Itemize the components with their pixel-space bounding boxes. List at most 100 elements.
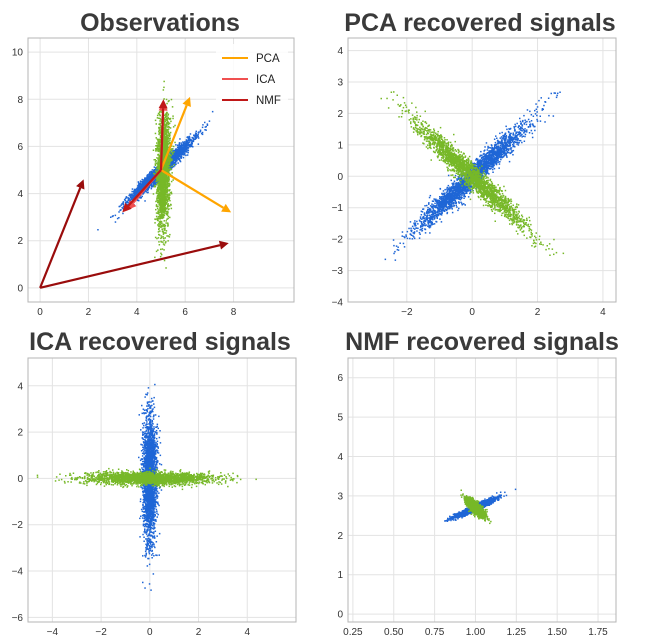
- scatter-point: [165, 98, 168, 101]
- scatter-point: [138, 183, 140, 185]
- scatter-point: [169, 127, 172, 129]
- scatter-point: [136, 192, 138, 194]
- observations-x-tick-label: 4: [134, 307, 140, 318]
- scatter-point: [165, 220, 167, 222]
- scatter-point: [172, 179, 174, 181]
- scatter-point: [172, 115, 174, 117]
- scatter-point: [159, 139, 161, 141]
- scatter-point: [208, 120, 211, 122]
- scatter-point: [192, 146, 194, 148]
- scatter-point: [193, 138, 195, 140]
- scatter-point: [163, 197, 165, 200]
- scatter-point: [129, 193, 131, 195]
- scatter-point: [186, 150, 188, 152]
- scatter-point: [149, 178, 152, 180]
- scatter-point: [135, 191, 137, 193]
- scatter-point: [178, 142, 181, 144]
- scatter-point: [182, 146, 184, 149]
- scatter-point: [168, 176, 170, 178]
- scatter-point: [158, 198, 161, 200]
- scatter-point: [164, 150, 167, 152]
- scatter-point: [148, 178, 151, 181]
- scatter-point: [159, 114, 161, 117]
- scatter-point: [158, 128, 160, 130]
- scatter-point: [182, 143, 184, 145]
- scatter-point: [184, 152, 186, 155]
- scatter-point: [164, 141, 166, 144]
- scatter-point: [157, 174, 160, 177]
- scatter-point: [190, 144, 192, 146]
- scatter-point: [166, 171, 169, 174]
- scatter-point: [159, 157, 161, 160]
- scatter-point: [185, 148, 187, 151]
- scatter-point: [194, 138, 196, 140]
- scatter-point: [167, 160, 170, 163]
- scatter-point: [166, 178, 168, 180]
- scatter-point: [140, 186, 143, 189]
- scatter-point: [150, 182, 153, 184]
- scatter-point: [156, 177, 158, 179]
- scatter-point: [161, 182, 163, 185]
- scatter-point: [165, 140, 167, 142]
- scatter-point: [164, 121, 166, 123]
- scatter-point: [167, 158, 170, 160]
- scatter-point: [168, 146, 170, 149]
- scatter-point: [162, 138, 165, 140]
- scatter-point: [181, 144, 183, 147]
- scatter-point: [145, 191, 147, 193]
- scatter-point: [157, 215, 160, 218]
- scatter-point: [147, 188, 149, 190]
- scatter-point: [156, 114, 159, 117]
- scatter-point: [112, 215, 114, 217]
- scatter-point: [193, 137, 195, 139]
- scatter-point: [154, 169, 156, 171]
- scatter-point: [194, 136, 197, 138]
- scatter-point: [156, 157, 158, 159]
- scatter-point: [171, 164, 173, 167]
- scatter-point: [165, 148, 168, 151]
- scatter-point: [169, 137, 171, 139]
- scatter-point: [167, 225, 169, 227]
- scatter-point: [167, 131, 170, 133]
- scatter-point: [168, 163, 170, 166]
- scatter-point: [172, 126, 175, 128]
- scatter-point: [156, 198, 158, 200]
- scatter-point: [189, 145, 192, 148]
- scatter-point: [162, 166, 165, 169]
- scatter-point: [119, 205, 121, 208]
- scatter-point: [173, 159, 175, 162]
- scatter-point: [157, 186, 160, 189]
- scatter-point: [159, 120, 161, 122]
- scatter-point: [166, 129, 169, 131]
- scatter-point: [157, 140, 159, 142]
- scatter-point: [173, 162, 175, 165]
- scatter-point: [167, 143, 170, 145]
- scatter-point: [159, 123, 161, 126]
- scatter-point: [142, 181, 144, 183]
- scatter-point: [186, 142, 188, 145]
- scatter-point: [164, 224, 167, 227]
- scatter-point: [163, 118, 165, 120]
- scatter-point: [172, 163, 175, 166]
- scatter-point: [185, 154, 187, 157]
- scatter-point: [166, 196, 168, 198]
- scatter-point: [168, 142, 171, 144]
- scatter-point: [157, 112, 160, 115]
- scatter-point: [159, 117, 161, 120]
- scatter-point: [170, 191, 173, 193]
- scatter-point: [177, 162, 179, 164]
- scatter-point: [122, 203, 125, 206]
- scatter-point: [167, 210, 169, 213]
- scatter-point: [175, 163, 177, 165]
- scatter-point: [177, 153, 179, 156]
- scatter-point: [163, 126, 165, 129]
- scatter-point: [178, 144, 180, 146]
- scatter-point: [197, 131, 200, 134]
- scatter-point: [195, 130, 197, 133]
- scatter-point: [171, 145, 173, 147]
- scatter-point: [141, 186, 144, 189]
- scatter-point: [160, 194, 162, 196]
- scatter-point: [158, 233, 160, 236]
- scatter-point: [169, 117, 172, 120]
- scatter-point: [160, 174, 163, 177]
